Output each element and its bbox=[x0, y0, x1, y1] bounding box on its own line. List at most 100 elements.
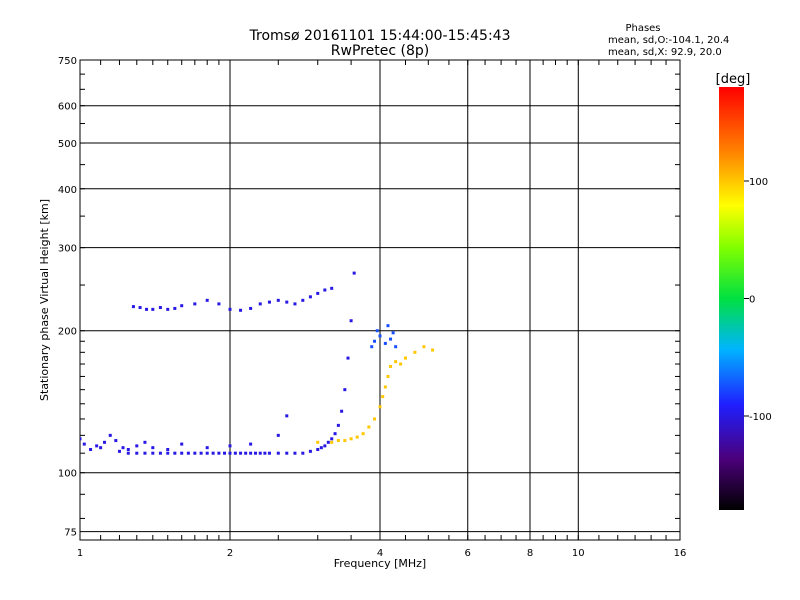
data-point bbox=[138, 306, 142, 310]
data-point bbox=[249, 442, 253, 446]
data-point bbox=[126, 451, 130, 455]
data-point bbox=[323, 288, 327, 292]
data-point bbox=[239, 308, 243, 312]
data-point bbox=[340, 409, 344, 413]
data-point bbox=[186, 451, 190, 455]
data-point bbox=[114, 439, 118, 443]
y-tick-label: 75 bbox=[64, 528, 77, 539]
data-point bbox=[394, 360, 398, 364]
chart-title: Tromsø 20161101 15:44:00-15:45:43 bbox=[249, 28, 511, 44]
data-point bbox=[370, 345, 374, 349]
data-point bbox=[199, 451, 203, 455]
data-point bbox=[143, 440, 147, 444]
data-point bbox=[352, 271, 356, 275]
data-point bbox=[378, 334, 382, 338]
data-point bbox=[355, 435, 359, 439]
data-point bbox=[217, 302, 221, 306]
data-point bbox=[276, 433, 280, 437]
data-point bbox=[205, 298, 209, 302]
data-point bbox=[316, 447, 320, 451]
data-point bbox=[143, 451, 147, 455]
data-point bbox=[193, 302, 197, 306]
y-tick-label: 100 bbox=[58, 469, 77, 480]
data-point bbox=[131, 305, 135, 309]
data-point bbox=[205, 446, 209, 450]
x-tick-label: 8 bbox=[527, 548, 533, 559]
x-tick-label: 1 bbox=[77, 548, 83, 559]
data-point bbox=[223, 451, 227, 455]
data-point bbox=[276, 451, 280, 455]
data-point bbox=[413, 350, 417, 354]
data-point bbox=[82, 442, 86, 446]
x-tick-label: 10 bbox=[572, 548, 585, 559]
data-point bbox=[244, 451, 248, 455]
data-point bbox=[249, 306, 253, 310]
data-point bbox=[180, 304, 184, 308]
data-point bbox=[373, 339, 377, 343]
y-tick-label: 600 bbox=[58, 102, 77, 113]
x-tick-label: 6 bbox=[465, 548, 471, 559]
data-point bbox=[346, 356, 350, 360]
legend-x-stats: mean, sd,X: 92.9, 20.0 bbox=[608, 47, 722, 58]
grid bbox=[79, 59, 681, 540]
data-point bbox=[228, 444, 232, 448]
data-point bbox=[217, 451, 221, 455]
data-point bbox=[308, 449, 312, 453]
chart-subtitle: RwPretec (8p) bbox=[331, 43, 429, 59]
data-point bbox=[394, 345, 398, 349]
data-point bbox=[89, 447, 93, 451]
data-point bbox=[403, 356, 407, 360]
data-point bbox=[180, 451, 184, 455]
colorbar-label: [deg] bbox=[716, 72, 751, 87]
data-point bbox=[239, 451, 243, 455]
data-point bbox=[336, 439, 340, 443]
data-point bbox=[285, 451, 289, 455]
data-point bbox=[333, 432, 337, 436]
y-tick-label: 200 bbox=[58, 327, 77, 338]
data-point bbox=[367, 425, 371, 429]
x-tick-label: 2 bbox=[227, 548, 233, 559]
y-tick-label: 750 bbox=[58, 56, 77, 67]
y-tick-label: 500 bbox=[58, 139, 77, 150]
colorbar-tick-label: 0 bbox=[749, 295, 755, 306]
legend-o-stats: mean, sd,O:-104.1, 20.4 bbox=[608, 35, 729, 46]
data-point bbox=[330, 286, 334, 290]
data-point bbox=[166, 447, 170, 451]
data-point bbox=[151, 446, 155, 450]
data-point bbox=[108, 433, 112, 437]
data-point bbox=[80, 437, 82, 441]
x-tick-label: 4 bbox=[377, 548, 383, 559]
data-point bbox=[258, 302, 262, 306]
data-point bbox=[151, 451, 155, 455]
data-points bbox=[80, 271, 435, 455]
legend-title: Phases bbox=[625, 23, 660, 34]
data-point bbox=[330, 440, 334, 444]
data-point bbox=[211, 451, 215, 455]
data-point bbox=[343, 439, 347, 443]
data-point bbox=[135, 444, 139, 448]
data-point bbox=[319, 446, 323, 450]
data-point bbox=[386, 324, 390, 328]
data-point bbox=[293, 302, 297, 306]
data-point bbox=[316, 291, 320, 295]
data-point bbox=[228, 307, 232, 311]
data-point bbox=[373, 417, 377, 421]
data-point bbox=[145, 307, 149, 311]
data-point bbox=[249, 451, 253, 455]
data-point bbox=[308, 295, 312, 299]
data-point bbox=[383, 341, 387, 345]
data-point bbox=[95, 444, 99, 448]
data-point bbox=[301, 451, 305, 455]
data-point bbox=[422, 345, 426, 349]
data-point bbox=[233, 451, 237, 455]
data-point bbox=[383, 385, 387, 389]
colorbar bbox=[719, 87, 744, 510]
data-point bbox=[389, 364, 393, 368]
data-point bbox=[361, 432, 365, 436]
data-point bbox=[121, 446, 125, 450]
data-point bbox=[349, 437, 353, 441]
data-point bbox=[381, 395, 385, 399]
data-point bbox=[253, 451, 257, 455]
data-point bbox=[99, 446, 103, 450]
colorbar-tick-label: -100 bbox=[749, 412, 772, 423]
